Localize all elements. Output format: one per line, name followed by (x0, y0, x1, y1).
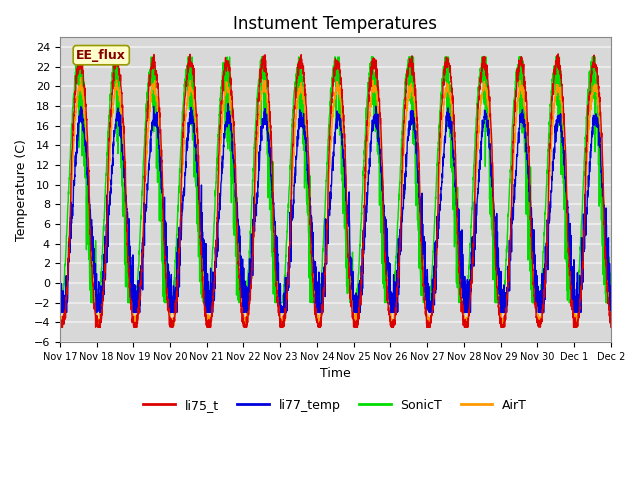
li77_temp (56, 310, 64, 315)
AirT (596, 128, 604, 134)
Title: Instument Temperatures: Instument Temperatures (234, 15, 437, 33)
Line: li77_temp: li77_temp (60, 104, 611, 312)
li77_temp (596, 142, 604, 148)
SonicT (74, 54, 82, 60)
li75_t (268, 142, 275, 147)
li77_temp (607, 293, 614, 299)
SonicT (268, 224, 275, 229)
li77_temp (537, 310, 545, 315)
li75_t (119, 120, 127, 126)
li77_temp (152, 117, 159, 123)
X-axis label: Time: Time (320, 367, 351, 380)
li75_t (291, 95, 299, 101)
SonicT (291, 80, 299, 85)
SonicT (152, 91, 159, 97)
li75_t (152, 68, 159, 74)
Y-axis label: Temperature (C): Temperature (C) (15, 139, 28, 240)
AirT (56, 313, 63, 319)
AirT (291, 122, 299, 128)
li77_temp (224, 101, 232, 107)
li77_temp (291, 164, 299, 170)
li75_t (596, 113, 604, 119)
SonicT (56, 300, 63, 305)
li75_t (607, 324, 614, 330)
Line: li75_t: li75_t (60, 54, 611, 327)
li75_t (56, 324, 63, 330)
AirT (77, 75, 84, 81)
AirT (58, 324, 65, 330)
AirT (268, 161, 275, 167)
SonicT (596, 199, 604, 205)
Line: AirT: AirT (60, 78, 611, 327)
Line: SonicT: SonicT (60, 57, 611, 302)
AirT (152, 90, 159, 96)
li75_t (537, 317, 545, 323)
AirT (119, 135, 127, 141)
li77_temp (119, 155, 127, 161)
SonicT (607, 300, 614, 305)
AirT (537, 314, 545, 320)
AirT (607, 309, 614, 314)
SonicT (537, 289, 545, 295)
li77_temp (56, 293, 63, 299)
Legend: li75_t, li77_temp, SonicT, AirT: li75_t, li77_temp, SonicT, AirT (138, 394, 532, 417)
li77_temp (268, 180, 275, 185)
li75_t (56, 324, 64, 330)
li75_t (75, 51, 83, 57)
Text: EE_flux: EE_flux (76, 48, 126, 61)
SonicT (119, 203, 127, 208)
